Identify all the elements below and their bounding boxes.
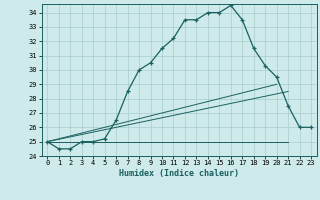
X-axis label: Humidex (Indice chaleur): Humidex (Indice chaleur) <box>119 169 239 178</box>
